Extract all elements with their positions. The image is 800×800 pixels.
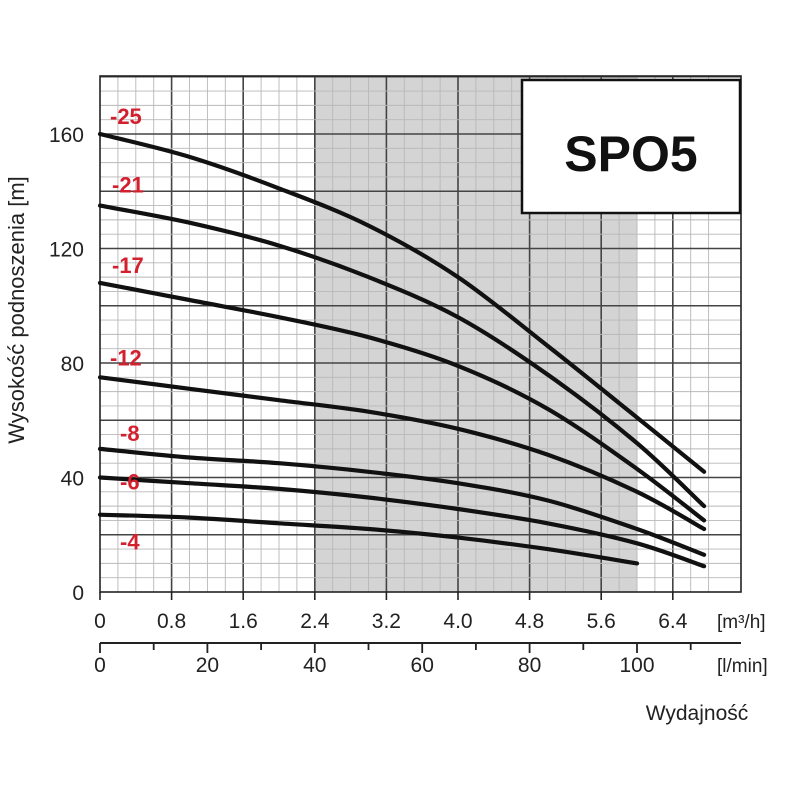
plot-frame — [99, 75, 742, 593]
chart-title: SPO5 — [564, 126, 697, 182]
x-tick-label-secondary: 20 — [196, 654, 219, 677]
x-tick-label-secondary: 80 — [518, 654, 541, 677]
chart-axes: 0 40 80 120 160 0 0.8 1.6 2.4 3.2 4.0 4.8 5.6 6.4 0 20 4… — [49, 124, 741, 677]
y-tick-label: 40 — [61, 468, 84, 491]
curve-6 — [97, 475, 707, 569]
x-tick-label-primary: 6.4 — [658, 610, 688, 633]
y-tick-label: 160 — [49, 124, 84, 147]
y-tick-label: 80 — [61, 353, 84, 376]
x-axis-label: Wydajność — [646, 702, 749, 725]
x-axis-unit-secondary: [l/min] — [717, 656, 768, 677]
curve-8 — [97, 446, 707, 557]
curve-label-25: -25 — [110, 104, 142, 129]
curve-label-12: -12 — [110, 345, 142, 370]
curve-12 — [97, 375, 707, 532]
curve-17 — [97, 280, 707, 523]
curve-labels: -25 -21 -17 -12 -8 -6 -4 — [110, 104, 144, 555]
x-tick-label-primary: 1.6 — [229, 610, 258, 633]
x-tick-label-secondary: 100 — [619, 654, 654, 677]
x-tick-label-primary: 5.6 — [587, 610, 616, 633]
title-box: SPO5 — [520, 78, 742, 215]
pump-curves — [97, 131, 707, 569]
x-tick-label-secondary: 60 — [411, 654, 434, 677]
x-tick-label-primary: 0.8 — [157, 610, 186, 633]
curve-label-17: -17 — [112, 253, 144, 278]
curve-25 — [97, 131, 707, 474]
y-tick-label: 0 — [72, 582, 84, 605]
y-axis-label: Wysokość podnoszenia [m] — [4, 176, 29, 444]
curve-21 — [97, 203, 707, 509]
y-tick-label: 120 — [49, 239, 84, 262]
curve-label-8: -8 — [120, 421, 140, 446]
curve-label-21: -21 — [112, 173, 144, 198]
x-tick-label-primary: 2.4 — [300, 610, 330, 633]
curve-4 — [97, 512, 640, 566]
x-tick-label-primary: 4.0 — [443, 610, 472, 633]
curve-label-4: -4 — [120, 530, 140, 555]
x-tick-label-primary: 3.2 — [372, 610, 401, 633]
curve-label-6: -6 — [120, 470, 140, 495]
x-tick-label-primary: 0 — [94, 610, 106, 633]
x-tick-label-secondary: 40 — [303, 654, 326, 677]
x-tick-label-secondary: 0 — [94, 654, 106, 677]
x-tick-label-primary: 4.8 — [515, 610, 544, 633]
x-axis-unit-primary: [m³/h] — [717, 612, 766, 633]
